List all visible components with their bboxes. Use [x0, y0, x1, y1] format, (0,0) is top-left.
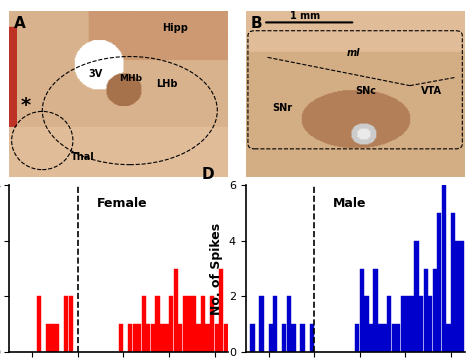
Bar	[151, 324, 155, 352]
Bar	[460, 241, 464, 352]
Bar	[301, 324, 305, 352]
Bar	[310, 324, 314, 352]
Bar	[192, 297, 196, 352]
Bar	[378, 324, 382, 352]
Bar	[178, 324, 182, 352]
Bar	[182, 297, 187, 352]
Bar	[128, 324, 132, 352]
Text: *: *	[20, 95, 30, 115]
Bar	[146, 324, 151, 352]
Y-axis label: No. of Spikes: No. of Spikes	[210, 223, 223, 315]
Bar	[201, 297, 205, 352]
Text: Male: Male	[333, 197, 367, 210]
Bar	[187, 297, 191, 352]
Bar	[169, 297, 173, 352]
Bar	[196, 324, 201, 352]
Text: ml: ml	[346, 48, 360, 58]
Bar	[419, 297, 423, 352]
Bar	[383, 324, 387, 352]
Bar	[55, 324, 59, 352]
Text: SNc: SNc	[355, 86, 376, 96]
Text: VTA: VTA	[421, 86, 442, 96]
Bar	[46, 324, 50, 352]
Bar	[282, 324, 286, 352]
Bar	[369, 324, 373, 352]
Text: B: B	[250, 16, 262, 31]
Bar	[259, 297, 264, 352]
Bar	[142, 297, 146, 352]
Text: MHb: MHb	[119, 74, 142, 83]
Bar	[51, 324, 55, 352]
Bar	[173, 269, 178, 352]
Text: D: D	[202, 167, 215, 182]
Bar	[387, 297, 392, 352]
Bar	[37, 297, 41, 352]
Bar	[269, 324, 273, 352]
Bar	[137, 324, 141, 352]
Bar	[355, 324, 359, 352]
Bar	[250, 324, 255, 352]
Bar	[392, 324, 396, 352]
Bar	[273, 297, 277, 352]
Bar	[401, 297, 405, 352]
Text: Female: Female	[97, 197, 147, 210]
Bar	[433, 269, 437, 352]
Text: LHb: LHb	[156, 79, 178, 89]
Bar	[210, 297, 214, 352]
Text: A: A	[14, 16, 26, 31]
Bar	[428, 297, 432, 352]
Text: 1 mm: 1 mm	[290, 11, 319, 21]
Bar	[360, 269, 364, 352]
Bar	[447, 324, 451, 352]
Bar	[405, 297, 410, 352]
Bar	[414, 241, 419, 352]
Bar	[224, 324, 228, 352]
Bar	[119, 324, 123, 352]
Bar	[374, 269, 378, 352]
Text: 3V: 3V	[88, 69, 102, 79]
Bar	[437, 213, 441, 352]
Bar	[364, 297, 368, 352]
Bar	[396, 324, 401, 352]
Bar	[155, 297, 160, 352]
Bar	[215, 324, 219, 352]
Text: SNr: SNr	[272, 103, 292, 113]
Text: Thal: Thal	[71, 153, 94, 163]
Bar	[205, 324, 210, 352]
Bar	[160, 324, 164, 352]
Text: Hipp: Hipp	[163, 23, 189, 33]
Bar	[133, 324, 137, 352]
Bar	[219, 269, 223, 352]
Bar	[164, 324, 169, 352]
Bar	[423, 269, 428, 352]
Bar	[64, 297, 68, 352]
Bar	[442, 186, 446, 352]
Bar	[456, 241, 460, 352]
Bar	[451, 213, 455, 352]
Bar	[69, 297, 73, 352]
Bar	[410, 297, 414, 352]
Bar	[292, 324, 296, 352]
Bar	[287, 297, 291, 352]
